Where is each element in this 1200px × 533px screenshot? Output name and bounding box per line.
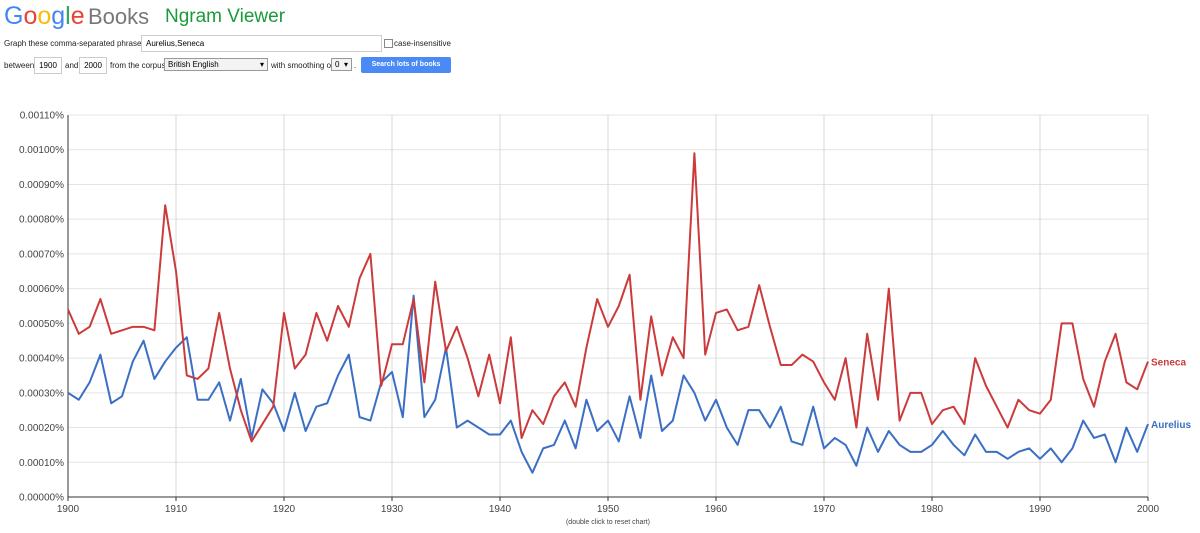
logo-letter: G [4,2,24,30]
logo-letter: e [70,2,85,30]
end-year[interactable]: 2000 [79,57,107,74]
phrases-label: Graph these comma-separated phrases: [4,39,148,48]
y-tick-label: 0.00080% [19,215,64,226]
y-tick-label: 0.00100% [19,145,64,156]
y-tick-label: 0.00050% [19,319,64,330]
y-tick-label: 0.00020% [19,423,64,434]
app-title: Ngram Viewer [165,6,286,27]
x-tick-label: 1970 [813,504,836,515]
logo: Google [4,2,85,31]
x-tick-label: 1960 [705,504,728,515]
chart-note: (double click to reset chart) [566,519,650,526]
y-tick-label: 0.00090% [19,180,64,191]
y-tick-label: 0.00030% [19,388,64,399]
search-button[interactable]: Search lots of books [361,57,451,73]
x-tick-label: 1950 [597,504,620,515]
logo-letter: l [65,2,71,30]
and-label: and [65,61,79,70]
logo-letter: o [37,2,52,30]
x-tick-label: 1900 [57,504,80,515]
dropdown-arrow: ▾ [343,60,348,69]
logo-letter: g [51,2,66,30]
x-tick-label: 1990 [1029,504,1052,515]
smoothing-select[interactable]: 0 ▾ [331,58,352,71]
x-tick-label: 1930 [381,504,404,515]
y-tick-label: 0.00000% [19,493,64,504]
smoothing-label: with smoothing of [271,61,334,70]
corpus-label: from the corpus [110,61,166,70]
series-line [67,152,1149,443]
x-tick-label: 1920 [273,504,296,515]
y-tick-label: 0.00070% [19,249,64,260]
logo-letter: o [23,2,38,30]
series-line [67,294,1149,474]
corpus-select[interactable]: British English ▾ [164,58,268,71]
phrases-input[interactable]: Aurelius,Seneca [141,35,382,52]
series-label: Seneca [1151,358,1186,369]
y-tick-label: 0.00060% [19,284,64,295]
corpus-value: British English [168,60,219,69]
case-label: case-insensitive [394,39,451,48]
checkbox[interactable] [384,39,393,48]
x-tick-label: 2000 [1137,504,1160,515]
logo-product: Books [88,4,150,29]
x-tick-label: 1910 [165,504,188,515]
y-tick-label: 0.00110% [20,111,64,122]
y-tick-label: 0.00010% [19,458,64,469]
between-label: between [4,61,35,70]
smoothing-value: 0 [335,60,340,69]
dropdown-arrow: ▾ [259,60,264,69]
start-year[interactable]: 1900 [34,57,62,74]
period: . [354,61,357,70]
y-tick-label: 0.00040% [19,354,64,365]
series-label: Aurelius [1151,420,1191,431]
x-tick-label: 1940 [489,504,512,515]
x-tick-label: 1980 [921,504,944,515]
